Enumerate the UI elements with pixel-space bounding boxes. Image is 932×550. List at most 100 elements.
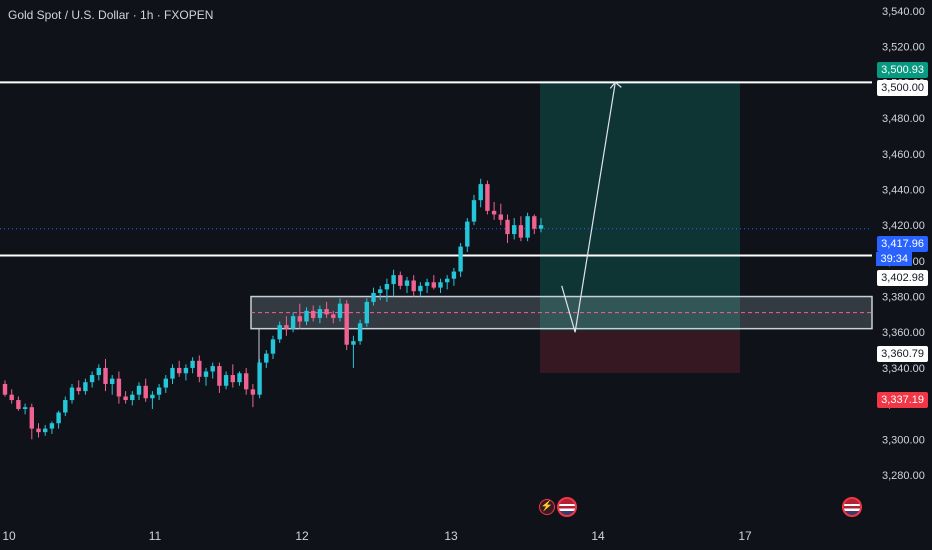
projection-arrowhead (609, 81, 622, 89)
candle-body (183, 367, 189, 374)
candle-body (170, 367, 175, 379)
candle-body (143, 385, 148, 399)
candle-body (371, 292, 376, 302)
candle-body (512, 225, 517, 235)
candle-body (384, 284, 390, 290)
candle-body (156, 387, 162, 395)
price-axis-tick: 3,520.00 (882, 42, 925, 54)
candle-body (518, 225, 524, 238)
candle-body (404, 280, 410, 286)
candle-body (123, 396, 128, 401)
candle-body (244, 373, 249, 390)
time-axis-label: 14 (591, 529, 605, 543)
candle-body (190, 360, 195, 368)
candle-body (150, 394, 155, 399)
target-price-tag: 3,500.93 (877, 62, 928, 78)
support-price-tag: 3,402.98 (877, 270, 928, 286)
price-axis-tick: 3,480.00 (882, 113, 925, 125)
candle-body (36, 428, 41, 433)
us-flag-icon[interactable] (557, 497, 577, 517)
candle-body (203, 371, 209, 377)
price-axis-tick: 3,420.00 (882, 220, 925, 232)
candle-body (391, 275, 396, 285)
candle-body (56, 412, 61, 424)
price-axis-tick: 3,440.00 (882, 184, 925, 196)
candle-body (418, 285, 423, 292)
candle-body (237, 373, 242, 383)
candle-body (411, 280, 416, 292)
candle-body (304, 310, 309, 322)
candle-body (311, 310, 316, 318)
candle-body (16, 400, 21, 409)
price-axis-tick: 3,360.00 (882, 327, 925, 339)
candle-body (290, 316, 296, 329)
candle-body (177, 367, 182, 374)
candle-body (116, 378, 122, 397)
projection-path (561, 82, 616, 333)
target-zone (540, 80, 740, 331)
candle-body (136, 385, 142, 395)
candle-body (357, 323, 363, 342)
candle-body (103, 367, 108, 384)
candle-body (210, 366, 215, 372)
candle-body (344, 303, 349, 345)
candle-body (424, 282, 430, 286)
candle-body (351, 341, 356, 345)
candle-body (250, 389, 256, 395)
candle-body (532, 216, 537, 229)
price-axis-tick: 3,340.00 (882, 363, 925, 375)
candle-body (230, 375, 235, 383)
candle-body (89, 375, 95, 383)
candle-body (431, 282, 436, 288)
flash-event-icon[interactable]: ⚡ (539, 499, 555, 515)
candle-body (337, 303, 343, 318)
bar-countdown: 39:34 (876, 252, 912, 266)
candle-body (223, 375, 229, 386)
candle-body (110, 378, 115, 384)
price-axis-tick: 3,460.00 (882, 149, 925, 161)
candle-body (485, 184, 490, 211)
candle-body (398, 275, 403, 286)
candle-body (197, 360, 202, 377)
candle-body (49, 423, 55, 429)
candle-body (2, 383, 8, 395)
candle-body (29, 407, 34, 429)
price-axis-tick: 3,280.00 (882, 470, 925, 482)
candle-body (163, 378, 168, 388)
price-axis-tick: 3,540.00 (882, 6, 925, 18)
candle-body (525, 216, 530, 238)
candle-body (465, 221, 470, 247)
current-price-tag: 3,417.96 (877, 236, 928, 252)
candle-body (324, 309, 329, 315)
candle-body (331, 314, 336, 318)
candle-body (83, 382, 88, 392)
time-axis-label: 13 (444, 529, 458, 543)
time-axis-label: 17 (738, 529, 752, 543)
stop-price-tag: 3,337.19 (877, 392, 928, 408)
candles-group (2, 178, 544, 440)
candle-body (297, 316, 302, 322)
symbol-title: Gold Spot / U.S. Dollar · 1h · FXOPEN (8, 8, 214, 22)
candle-body (96, 367, 101, 376)
candle-body (69, 387, 75, 401)
candle-body (217, 366, 222, 386)
candle-body (76, 387, 81, 392)
us-flag-icon[interactable] (842, 497, 862, 517)
candle-body (491, 210, 497, 215)
candle-body (451, 271, 457, 279)
price-axis-tick: 3,300.00 (882, 434, 925, 446)
candle-body (498, 214, 503, 220)
candle-body (505, 219, 510, 235)
candle-body (284, 325, 289, 329)
candle-body (317, 309, 323, 318)
candle-body (277, 325, 282, 340)
candle-body (378, 289, 383, 293)
candle-body (471, 200, 477, 222)
candle-body (43, 428, 48, 433)
time-axis-label: 11 (149, 529, 162, 543)
candle-body (22, 407, 28, 409)
candle-body (130, 394, 135, 401)
candle-body (9, 394, 14, 401)
candle-body (257, 362, 262, 395)
